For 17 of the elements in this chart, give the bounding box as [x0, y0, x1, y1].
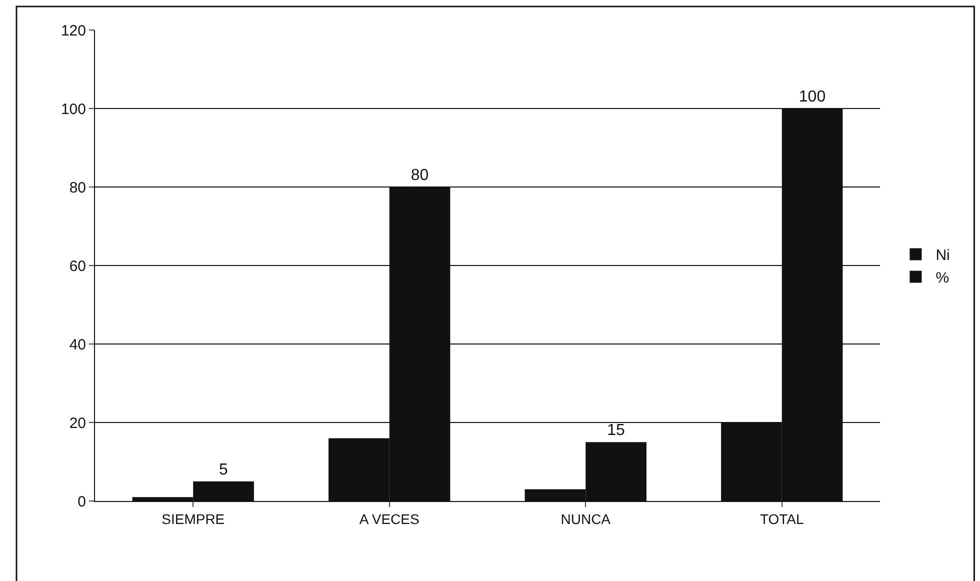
legend-label: Ni — [936, 247, 950, 264]
data-label: 5 — [219, 461, 228, 478]
x-tick-label: NUNCA — [560, 510, 612, 527]
y-tick-label: 60 — [69, 258, 86, 275]
y-tick-label: 120 — [60, 22, 86, 40]
y-tick-label: 20 — [69, 414, 86, 432]
y-tick-label: 0 — [78, 493, 86, 510]
data-label: 15 — [607, 422, 625, 440]
y-tick-label: 100 — [60, 100, 86, 118]
legend-label: % — [936, 270, 950, 287]
data-label: 80 — [410, 167, 429, 184]
x-tick-label: TOTAL — [760, 510, 804, 527]
x-tick-label: A VECES — [359, 510, 420, 527]
x-tick-label: SIEMPRE — [162, 510, 225, 527]
data-label: 100 — [798, 88, 826, 106]
y-tick-label: 40 — [69, 336, 86, 354]
y-tick-label: 80 — [69, 179, 86, 196]
